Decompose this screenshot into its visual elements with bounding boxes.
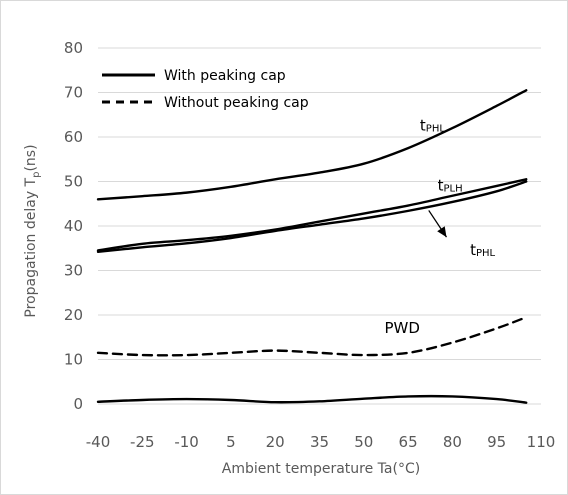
annotation-sub: PHL xyxy=(476,248,496,259)
y-tick-label: 50 xyxy=(64,173,83,191)
x-tick-label: -25 xyxy=(130,433,155,451)
y-axis-title-unit: (ns) xyxy=(23,144,39,171)
y-tick-label: 70 xyxy=(64,84,83,102)
annotation-sub: PHL xyxy=(426,123,446,134)
y-tick-label: 30 xyxy=(64,262,83,280)
x-tick-label: 5 xyxy=(226,433,236,451)
x-tick-label: -40 xyxy=(86,433,111,451)
y-tick-label: 80 xyxy=(64,39,83,57)
y-axis-title: Propagation delay Tp(ns) xyxy=(23,144,42,317)
y-tick-label: 0 xyxy=(73,395,83,413)
annotation-main: t xyxy=(470,241,476,259)
annotation-label-1: tPLH xyxy=(438,176,463,194)
series-lines xyxy=(96,89,528,404)
legend-label-with-peaking-cap: With peaking cap xyxy=(164,68,286,84)
annotation-main: t xyxy=(438,176,444,194)
y-tick-label: 60 xyxy=(64,128,83,146)
annotation-label-2: tPHL xyxy=(470,241,495,259)
x-tick-label: 50 xyxy=(354,433,373,451)
y-axis-title-main: Propagation delay T xyxy=(23,177,39,317)
y-axis-title-sub: p xyxy=(31,172,42,178)
annotation-label-3: PWD xyxy=(384,319,419,337)
y-tick-label: 40 xyxy=(64,217,83,235)
annotation-label-0: tPHL xyxy=(420,116,445,134)
series-line-4 xyxy=(96,394,528,404)
series-line-2 xyxy=(96,180,528,254)
y-tick-label: 10 xyxy=(64,351,83,369)
x-tick-label: -10 xyxy=(174,433,199,451)
annotation-arrow-head xyxy=(437,226,447,238)
annotation-main: t xyxy=(420,116,426,134)
x-tick-label: 20 xyxy=(266,433,285,451)
series-line-3 xyxy=(96,316,528,357)
legend: With peaking cap Without peaking cap xyxy=(102,68,309,111)
x-axis-title: Ambient temperature Ta(°C) xyxy=(222,461,420,477)
x-tick-label: 95 xyxy=(487,433,506,451)
x-tick-labels: -40 -25 -10 5 20 35 50 65 80 95 110 xyxy=(86,433,556,451)
legend-label-without-peaking-cap: Without peaking cap xyxy=(164,95,309,111)
y-tick-label: 20 xyxy=(64,306,83,324)
gridlines xyxy=(98,47,541,405)
x-tick-label: 110 xyxy=(527,433,556,451)
x-tick-label: 35 xyxy=(310,433,329,451)
annotation-sub: PLH xyxy=(444,183,463,194)
x-tick-label: 80 xyxy=(443,433,462,451)
series-line-1 xyxy=(96,178,528,252)
x-tick-label: 65 xyxy=(399,433,418,451)
annotation-main: PWD xyxy=(384,319,419,337)
series-line-0 xyxy=(96,89,528,201)
y-tick-labels: 0 10 20 30 40 50 60 70 80 xyxy=(64,39,83,413)
